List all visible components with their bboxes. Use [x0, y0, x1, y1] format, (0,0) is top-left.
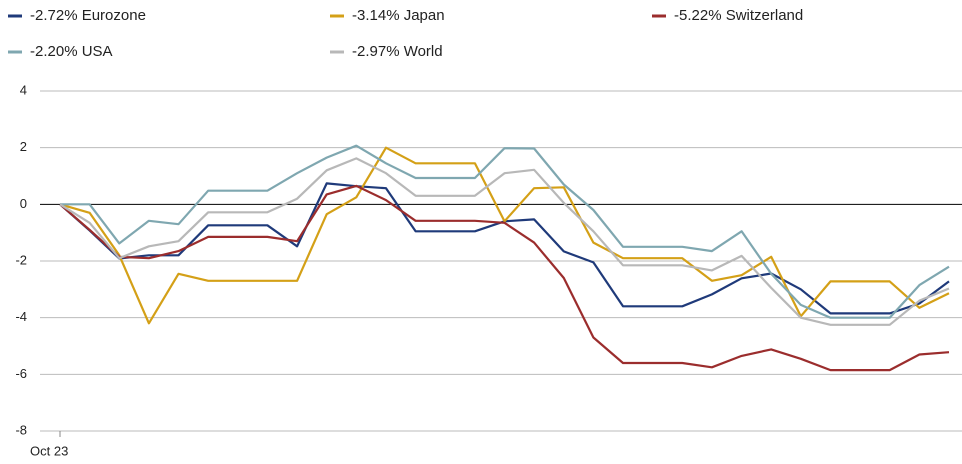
legend-label: -2.72% Eurozone [30, 7, 146, 24]
y-tick-label: -6 [15, 366, 27, 381]
series-line [59, 184, 950, 372]
y-tick-label: 0 [20, 196, 27, 211]
series-line [59, 157, 950, 326]
y-tick-label: -2 [15, 252, 27, 267]
y-tick-label: 4 [20, 82, 27, 97]
series-line [60, 144, 950, 319]
series-line [59, 182, 950, 315]
y-tick-label: -8 [15, 422, 27, 437]
y-tick-label: -4 [15, 309, 27, 324]
y-tick-label: 2 [20, 139, 27, 154]
legend-label: -2.97% World [352, 43, 443, 60]
legend-label: -5.22% Switzerland [674, 7, 803, 24]
legend-label: -3.14% Japan [352, 7, 445, 24]
x-tick-label: Oct 23 [30, 443, 68, 458]
legend-label: -2.20% USA [30, 43, 113, 60]
